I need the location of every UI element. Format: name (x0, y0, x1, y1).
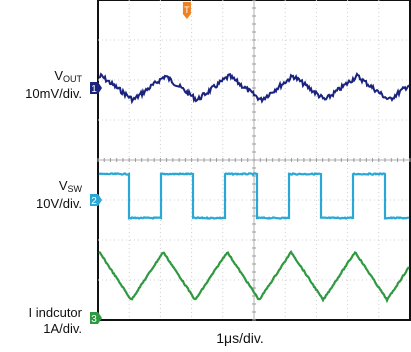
label-vout-name: VOUT (54, 68, 82, 84)
channel-marker-label: 2 (91, 196, 97, 207)
channel-marker-label: 1 (91, 84, 97, 95)
channel-marker-label: 3 (91, 314, 97, 325)
channel-markers: 1 2 3 T (90, 2, 191, 325)
label-inductor-scale: 1A/div. (43, 321, 82, 336)
label-vsw-scale: 10V/div. (35, 196, 82, 211)
traces (98, 72, 410, 304)
label-vout-scale: 10mV/div. (25, 86, 82, 101)
trigger-marker-label: T (184, 5, 190, 15)
inductor-current-trace (98, 249, 410, 304)
channel-marker-3 (90, 312, 102, 324)
grid (97, 0, 411, 321)
label-vsw-name: VSW (58, 178, 82, 194)
channel-marker-1 (90, 82, 102, 94)
vout-trace (98, 72, 410, 105)
vsw-trace (98, 172, 410, 220)
label-inductor-name: I indcutor (28, 305, 82, 320)
x-axis-label: 1μs/div. (216, 330, 264, 346)
channel-marker-2 (90, 194, 102, 206)
trigger-marker (182, 2, 191, 19)
